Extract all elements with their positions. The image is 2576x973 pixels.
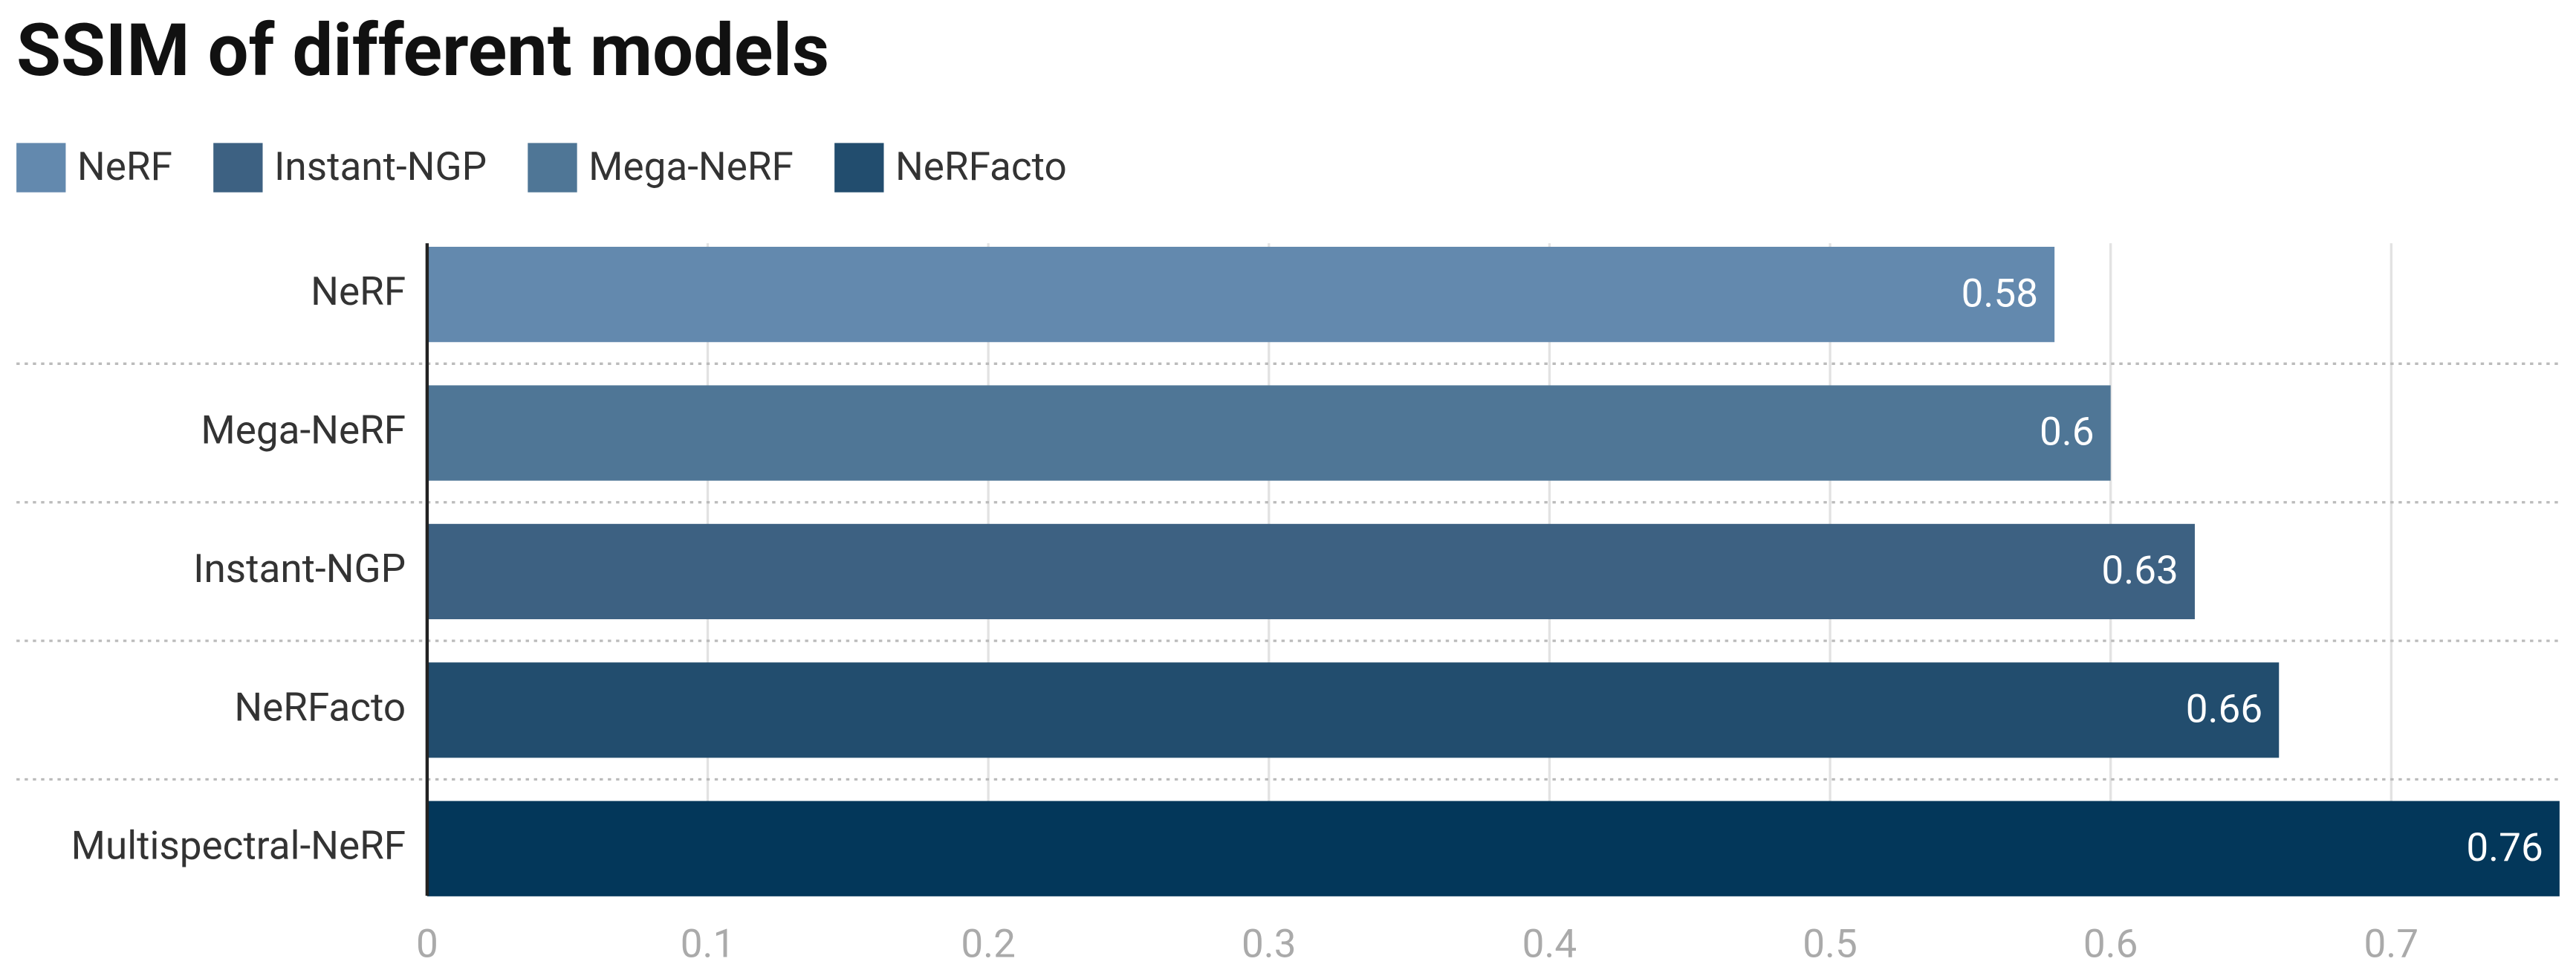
legend-label: Mega-NeRF <box>588 143 794 190</box>
y-tick-label: NeRF <box>311 268 406 314</box>
chart-title: SSIM of different models <box>16 8 829 93</box>
value-label: 0.58 <box>1962 270 2038 316</box>
legend-label: NeRF <box>77 143 172 190</box>
x-tick-label: 0.5 <box>1803 921 1858 967</box>
bar <box>426 662 2280 758</box>
y-tick-label: Mega-NeRF <box>201 407 406 453</box>
x-tick-label: 0.2 <box>961 921 1016 967</box>
bar <box>426 385 2111 481</box>
legend-swatch <box>16 143 66 193</box>
legend-swatch <box>834 143 884 193</box>
bar <box>426 247 2055 343</box>
x-tick-label: 0.7 <box>2364 921 2418 967</box>
value-label: 0.63 <box>2101 547 2178 593</box>
value-label: 0.76 <box>2466 824 2543 870</box>
y-tick-label: Multispectral-NeRF <box>71 823 406 869</box>
legend-label: NeRFacto <box>895 143 1067 190</box>
legend-swatch <box>528 143 577 193</box>
x-tick-label: 0.4 <box>1522 921 1577 967</box>
bar <box>426 801 2560 896</box>
x-tick-label: 0.1 <box>681 921 736 967</box>
legend-swatch <box>213 143 263 193</box>
x-tick-label: 0 <box>416 921 438 967</box>
x-tick-label: 0.3 <box>1242 921 1297 967</box>
y-tick-label: Instant-NGP <box>193 546 406 592</box>
legend-label: Instant-NGP <box>274 143 487 190</box>
value-label: 0.66 <box>2186 686 2262 732</box>
x-tick-label: 0.6 <box>2083 921 2138 967</box>
y-tick-label: NeRFacto <box>234 684 406 730</box>
bar <box>426 523 2195 620</box>
value-label: 0.6 <box>2040 409 2095 455</box>
